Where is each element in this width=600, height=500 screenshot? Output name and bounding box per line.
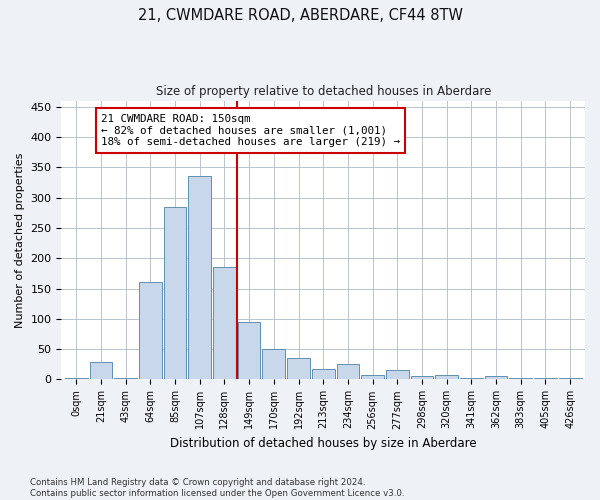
Bar <box>262 349 285 380</box>
Text: Contains HM Land Registry data © Crown copyright and database right 2024.
Contai: Contains HM Land Registry data © Crown c… <box>30 478 404 498</box>
Bar <box>534 378 557 380</box>
Bar <box>312 368 335 380</box>
Bar <box>460 378 483 380</box>
Bar <box>213 268 236 380</box>
Bar <box>164 206 187 380</box>
Bar <box>436 374 458 380</box>
Text: 21, CWMDARE ROAD, ABERDARE, CF44 8TW: 21, CWMDARE ROAD, ABERDARE, CF44 8TW <box>137 8 463 22</box>
Bar <box>65 378 88 380</box>
Bar <box>485 376 508 380</box>
Bar <box>361 374 384 380</box>
X-axis label: Distribution of detached houses by size in Aberdare: Distribution of detached houses by size … <box>170 437 476 450</box>
Y-axis label: Number of detached properties: Number of detached properties <box>15 152 25 328</box>
Bar <box>386 370 409 380</box>
Bar <box>337 364 359 380</box>
Bar <box>410 376 433 380</box>
Bar <box>89 362 112 380</box>
Bar <box>114 378 137 380</box>
Bar <box>188 176 211 380</box>
Bar <box>139 282 161 380</box>
Title: Size of property relative to detached houses in Aberdare: Size of property relative to detached ho… <box>155 85 491 98</box>
Bar <box>509 378 532 380</box>
Bar <box>287 358 310 380</box>
Bar <box>238 322 260 380</box>
Bar <box>559 378 581 380</box>
Text: 21 CWMDARE ROAD: 150sqm
← 82% of detached houses are smaller (1,001)
18% of semi: 21 CWMDARE ROAD: 150sqm ← 82% of detache… <box>101 114 400 147</box>
